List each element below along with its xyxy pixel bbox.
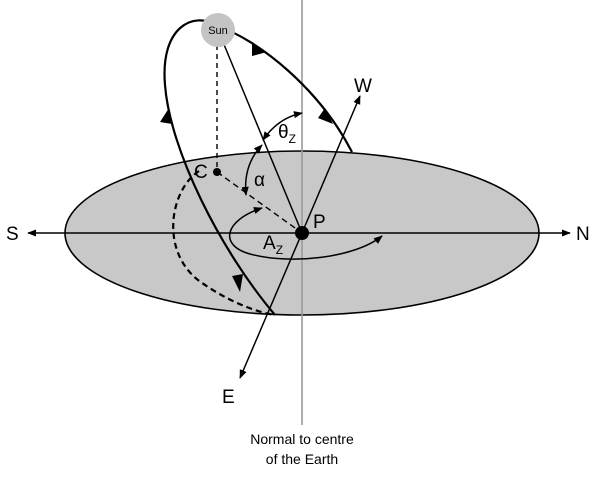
caption-line-1: Normal to centre xyxy=(250,431,354,447)
point-p-dot xyxy=(295,226,309,240)
theta-symbol: θ xyxy=(278,122,289,143)
azimuth-symbol: A xyxy=(263,233,276,254)
north-label: N xyxy=(576,224,590,245)
sun-disc xyxy=(201,13,235,47)
point-c-label: C xyxy=(194,162,208,183)
sun-label: Sun xyxy=(208,25,228,37)
sun-path-arrow-right xyxy=(318,108,333,124)
azimuth-subscript: Z xyxy=(276,243,283,257)
sun-path-arrow-lower xyxy=(232,274,243,292)
sun-path-hidden xyxy=(172,170,276,317)
theta-z-label: θZ xyxy=(278,122,296,146)
sun-path-visible xyxy=(163,19,353,316)
east-axis xyxy=(239,232,303,379)
horizon-projection-line xyxy=(216,171,303,234)
caption-line-2: of the Earth xyxy=(266,451,338,467)
azimuth-angle-arc xyxy=(228,207,383,260)
zenith-angle-arc xyxy=(262,111,303,141)
east-label: E xyxy=(222,387,235,408)
altitude-angle-arc xyxy=(241,144,263,196)
sun-ray-line xyxy=(217,29,303,234)
alpha-label: α xyxy=(254,170,265,191)
sun-path-arrow-top xyxy=(252,44,267,56)
south-label: S xyxy=(6,224,19,245)
sun-path-arrow-left xyxy=(160,108,172,124)
theta-subscript: Z xyxy=(289,132,296,146)
point-p-label: P xyxy=(313,212,326,233)
west-label: W xyxy=(354,76,372,97)
point-c-dot xyxy=(213,168,221,176)
azimuth-label: AZ xyxy=(263,233,283,257)
